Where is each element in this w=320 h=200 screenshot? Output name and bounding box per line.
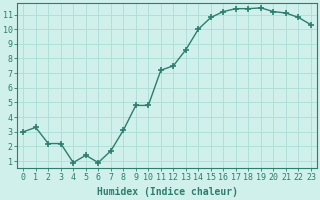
X-axis label: Humidex (Indice chaleur): Humidex (Indice chaleur) [97,187,237,197]
